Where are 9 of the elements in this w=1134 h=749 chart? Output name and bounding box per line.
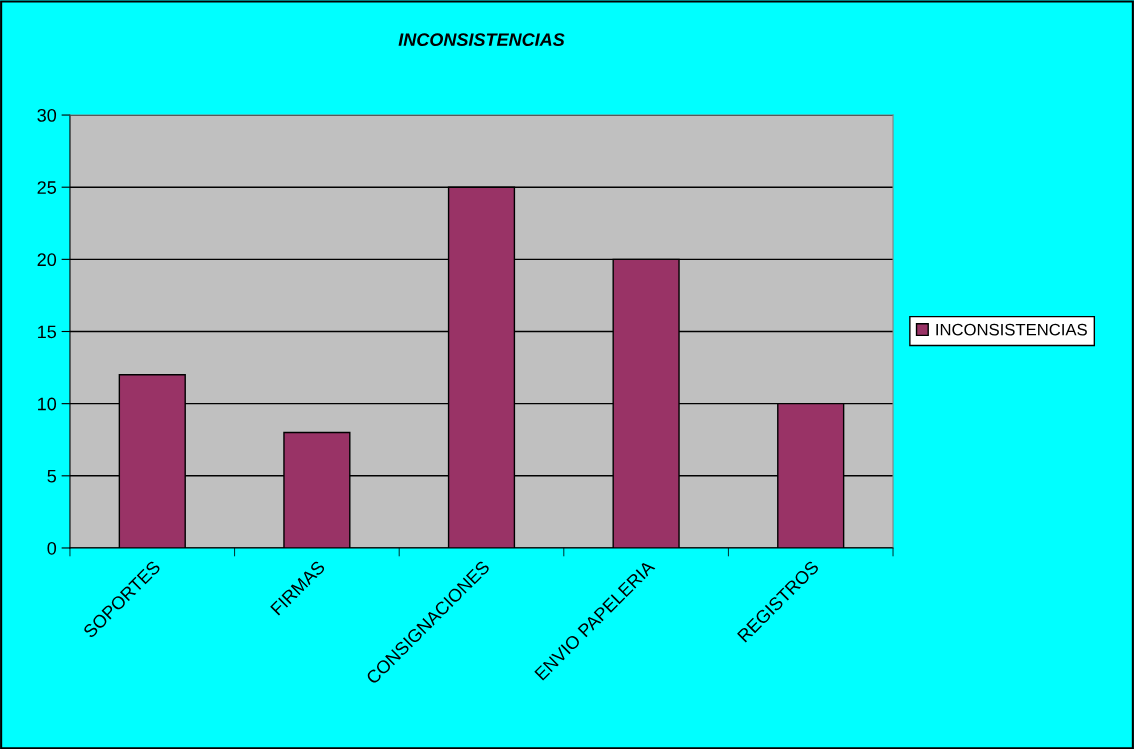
y-tick-label: 0	[47, 541, 57, 555]
y-tick-label: 10	[38, 397, 57, 411]
y-tick-label: 25	[37, 181, 57, 194]
y-tick-label: 20	[37, 253, 57, 267]
legend-label: INCONSISTENCIAS	[936, 323, 1087, 336]
y-tick-label: 30	[37, 108, 57, 122]
chart-title: INCONSISTENCIAS	[398, 33, 565, 47]
y-tick-label: 5	[47, 469, 57, 483]
y-tick-label: 15	[38, 325, 57, 339]
